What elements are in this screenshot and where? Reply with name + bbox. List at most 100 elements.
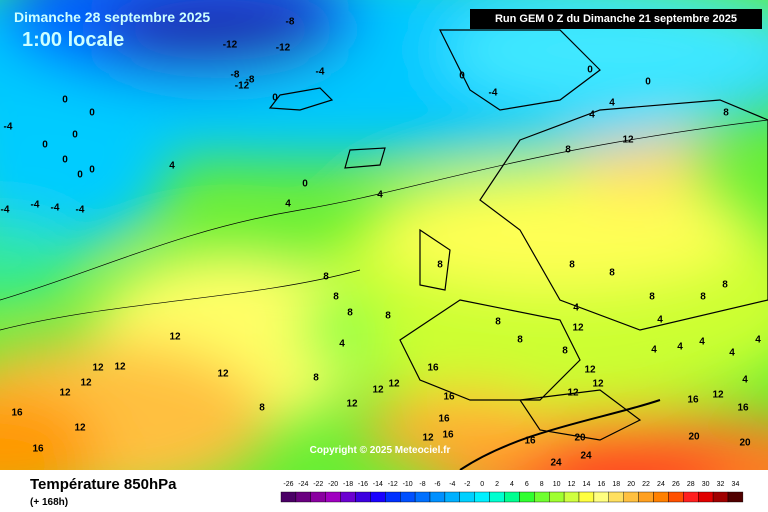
contour-label: 16 bbox=[438, 414, 450, 425]
legend-tick-label: -10 bbox=[403, 481, 413, 488]
contour-label: 12 bbox=[114, 362, 126, 373]
contour-label: 16 bbox=[32, 444, 44, 455]
contour-label: 4 bbox=[651, 345, 657, 356]
contour-label: 4 bbox=[285, 199, 291, 210]
legend-tick-label: 26 bbox=[672, 481, 680, 488]
legend-swatch bbox=[534, 491, 550, 503]
legend-swatch bbox=[400, 491, 416, 503]
contour-label: 12 bbox=[622, 135, 634, 146]
legend-tick-label: -14 bbox=[373, 481, 383, 488]
legend-swatch bbox=[712, 491, 729, 503]
contour-label: 8 bbox=[495, 317, 501, 328]
contour-label: 24 bbox=[550, 458, 562, 469]
legend: -26 -24 -22 -20 -18 -16 -14 -12 -10 -8 -6 -4 -2 0 2 4 6 8… bbox=[280, 481, 744, 503]
contour-label: 8 bbox=[347, 308, 353, 319]
contour-label: 8 bbox=[323, 272, 329, 283]
legend-tick-label: -2 bbox=[464, 481, 470, 488]
run: Run GEM 0 Z du Dimanche 21 septembre 202… bbox=[495, 13, 737, 25]
legend-tick-label: 4 bbox=[510, 481, 514, 488]
legend-swatch bbox=[340, 491, 356, 503]
contour-label: -8 bbox=[286, 17, 295, 28]
contour-label: 8 bbox=[259, 403, 265, 414]
contour-label: -4 bbox=[316, 67, 325, 78]
contour-label: 20 bbox=[739, 438, 751, 449]
legend-tick-label: -20 bbox=[328, 481, 338, 488]
contour bbox=[0, 119, 768, 301]
legend-tick-label: 12 bbox=[568, 481, 576, 488]
contour-label: 20 bbox=[688, 432, 700, 443]
contour-label: 16 bbox=[443, 392, 455, 403]
contour-label: 16 bbox=[427, 363, 439, 374]
legend-swatch bbox=[370, 491, 386, 503]
legend-tick-label: 34 bbox=[732, 481, 740, 488]
legend-tick-label: -16 bbox=[358, 481, 368, 488]
contour-label: 0 bbox=[587, 65, 593, 76]
contour-label: 16 bbox=[11, 408, 23, 419]
legend-tick-label: -26 bbox=[283, 481, 293, 488]
legend-tick-label: 10 bbox=[553, 481, 561, 488]
contour-label: -4 bbox=[31, 200, 40, 211]
contour-label: 8 bbox=[333, 292, 339, 303]
contour-label: -4 bbox=[76, 205, 85, 216]
contour-label: 8 bbox=[313, 373, 319, 384]
contour-label: 16 bbox=[524, 436, 536, 447]
legend-tick-label: 30 bbox=[702, 481, 710, 488]
contour-label: -8 bbox=[231, 70, 240, 81]
legend-swatch bbox=[429, 491, 446, 503]
contour-label: 4 bbox=[699, 337, 705, 348]
legend-tick-label: 18 bbox=[612, 481, 620, 488]
contour-label: 20 bbox=[574, 433, 586, 444]
legend-tick-label: -8 bbox=[419, 481, 425, 488]
legend-swatch bbox=[414, 491, 431, 503]
contour-label: 12 bbox=[372, 385, 384, 396]
footer-subtitle: (+ 168h) bbox=[30, 497, 68, 508]
contour-label: -4 bbox=[51, 203, 60, 214]
contour-label: 12 bbox=[712, 390, 724, 401]
contour bbox=[459, 399, 661, 470]
legend-swatch bbox=[668, 491, 684, 503]
contour-label: 4 bbox=[339, 339, 345, 350]
contour-label: 0 bbox=[302, 179, 308, 190]
legend-tick-label: 24 bbox=[657, 481, 665, 488]
contour-label: 8 bbox=[569, 260, 575, 271]
contour-label: 0 bbox=[62, 155, 68, 166]
contour-label: 0 bbox=[645, 77, 651, 88]
contour-label: 0 bbox=[89, 165, 95, 176]
contour-label: 4 bbox=[677, 342, 683, 353]
legend-swatch bbox=[727, 491, 744, 503]
legend-tick-label: 8 bbox=[540, 481, 544, 488]
contour-label: 0 bbox=[62, 95, 68, 106]
contour-label: 8 bbox=[722, 280, 728, 291]
legend-tick-label: 0 bbox=[480, 481, 484, 488]
run-box bbox=[470, 9, 762, 29]
legend-tick-label: -4 bbox=[449, 481, 455, 488]
contour-label: 8 bbox=[437, 260, 443, 271]
legend-swatch bbox=[563, 491, 580, 503]
legend-tick-label: -22 bbox=[313, 481, 323, 488]
legend-swatch bbox=[295, 491, 311, 503]
contour-label: 8 bbox=[700, 292, 706, 303]
legend-swatch bbox=[459, 491, 475, 503]
legend-swatch bbox=[638, 491, 654, 503]
legend-swatch bbox=[280, 491, 297, 503]
contour-label: 4 bbox=[657, 315, 663, 326]
legend-swatch bbox=[549, 491, 565, 503]
copyright: Copyright © 2025 Meteociel.fr bbox=[310, 445, 451, 456]
legend-tick-label: 22 bbox=[642, 481, 650, 488]
legend-tick-label: -6 bbox=[434, 481, 440, 488]
contour-label: 12 bbox=[80, 378, 92, 389]
contour-label: 16 bbox=[442, 430, 454, 441]
contour-label: 4 bbox=[573, 303, 579, 314]
contour-label: 8 bbox=[565, 145, 571, 156]
contour-label: -4 bbox=[1, 205, 10, 216]
contour-label: -8 bbox=[246, 75, 255, 86]
contour-label: 24 bbox=[580, 451, 592, 462]
legend-tick-label: -18 bbox=[343, 481, 353, 488]
legend-swatch bbox=[355, 491, 371, 503]
contour-label: 12 bbox=[74, 423, 86, 434]
legend-swatch bbox=[653, 491, 669, 503]
legend-tick-label: 32 bbox=[717, 481, 725, 488]
